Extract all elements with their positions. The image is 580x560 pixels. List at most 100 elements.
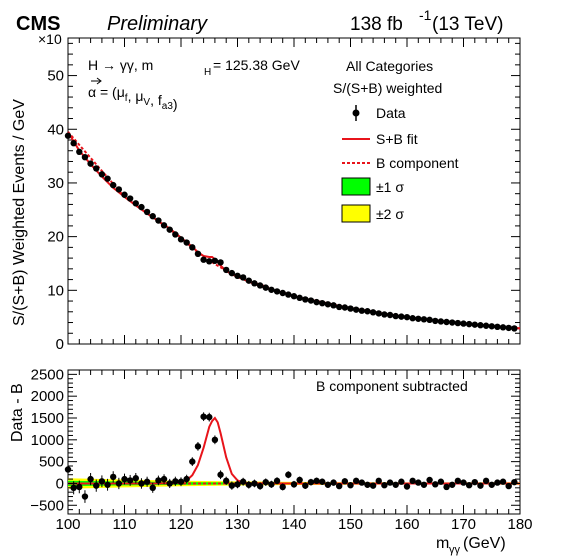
bottom-data-point <box>375 477 382 485</box>
bottom-data-point <box>415 479 422 486</box>
bottom-data-point <box>296 476 303 484</box>
top-y-tick-label: 10 <box>47 282 64 299</box>
bottom-data-point <box>223 477 230 485</box>
x-tick-label: 150 <box>338 516 363 533</box>
bottom-data-point <box>494 479 501 486</box>
top-data-point <box>81 153 89 161</box>
x-axis-label-sub: γγ <box>449 544 461 556</box>
bottom-x-ticks: 100 110 120 130 140 150 160 170 180 <box>55 370 533 533</box>
top-y-tick-label: 20 <box>47 229 64 246</box>
bottom-data-point <box>183 475 190 483</box>
bottom-data-point <box>290 481 298 488</box>
bottom-data-point <box>98 478 106 485</box>
bottom-data-point <box>268 481 275 488</box>
bottom-data-point <box>200 413 207 420</box>
top-plot-area <box>64 131 521 332</box>
top-data-point <box>511 325 518 332</box>
bottom-data-point <box>155 477 162 484</box>
top-data-point <box>409 315 416 322</box>
bottom-y-tick-label: 2000 <box>31 388 64 405</box>
bottom-data-point <box>364 481 371 488</box>
top-data-point <box>279 289 286 297</box>
parameters-text: α = (μf, μV, fa3) <box>88 84 178 112</box>
top-data-point <box>369 309 377 316</box>
top-y-axis-label: S/(S+B) Weighted Events / GeV <box>11 99 28 326</box>
top-data-point <box>138 203 145 211</box>
top-data-point <box>307 297 315 304</box>
top-data-point <box>104 175 111 182</box>
top-data-point <box>234 272 241 280</box>
status-label: Preliminary <box>107 13 208 35</box>
top-data-point <box>273 288 281 295</box>
bottom-data-point <box>369 482 377 489</box>
x-tick-label: 180 <box>507 516 532 533</box>
bottom-data-point <box>505 482 512 490</box>
top-data-point <box>93 165 100 172</box>
bottom-data-point <box>460 479 467 486</box>
top-data-point <box>330 302 337 309</box>
top-y-tick-label: 30 <box>47 175 64 192</box>
bottom-data-point <box>482 477 490 485</box>
top-data-point <box>110 181 117 189</box>
bottom-data-point <box>511 478 518 486</box>
bottom-data-point <box>488 481 495 488</box>
top-data-point <box>87 160 94 167</box>
top-data-point <box>200 256 207 263</box>
bottom-data-point <box>132 475 139 482</box>
legend-fit-label: S+B fit <box>376 131 418 147</box>
top-data-point <box>285 291 292 298</box>
top-data-point <box>460 320 467 327</box>
top-data-point <box>364 308 371 315</box>
top-data-point <box>465 320 473 328</box>
top-data-point <box>392 312 399 320</box>
top-data-point <box>166 226 173 233</box>
bottom-data-point <box>392 481 399 488</box>
bottom-data-point <box>324 481 332 488</box>
bottom-data-point <box>177 478 185 485</box>
legend: Data S+B fit B component ±1 σ ±2 σ <box>341 105 459 223</box>
legend-band1-label: ±1 σ <box>376 179 404 195</box>
top-data-point <box>98 171 106 178</box>
bottom-data-point <box>121 475 128 483</box>
bottom-data-point <box>64 466 72 473</box>
x-tick-label: 170 <box>451 516 476 533</box>
bottom-data-point <box>239 478 247 485</box>
bottom-y-tick-label: 500 <box>39 454 64 471</box>
bottom-data-point <box>149 484 156 492</box>
bottom-data-point <box>166 480 173 487</box>
top-data-point <box>239 274 247 281</box>
top-data-point <box>386 311 394 319</box>
bottom-data-point <box>160 475 168 483</box>
bottom-data-point <box>211 436 219 444</box>
top-y-tick-label: 0 <box>56 336 64 353</box>
process-subscript: H <box>204 67 211 78</box>
luminosity-label: 138 fb -1 (13 TeV) <box>350 7 503 35</box>
bottom-data-point <box>313 477 320 485</box>
top-data-point <box>268 286 275 293</box>
bottom-data-point <box>110 473 117 481</box>
top-data-point <box>319 300 326 307</box>
top-data-point <box>324 301 332 308</box>
bottom-data-point <box>319 478 326 485</box>
legend-data-label: Data <box>376 105 406 121</box>
bottom-y-ticks: −500 0 500 1000 1500 2000 2500 <box>30 366 520 514</box>
bottom-data-point <box>336 482 343 490</box>
top-data-point <box>471 321 478 328</box>
bottom-plot-area <box>64 412 520 503</box>
top-y-ticks: 0 10 20 30 40 50 <box>47 42 520 353</box>
bottom-data-point <box>194 443 202 450</box>
bottom-data-point <box>477 482 484 489</box>
top-data-point <box>415 315 422 322</box>
top-data-point <box>352 306 360 313</box>
top-data-point <box>420 316 428 323</box>
top-data-point <box>228 269 236 277</box>
x-axis-label: m γγ (GeV) <box>436 535 506 556</box>
top-data-point <box>262 284 269 291</box>
bottom-data-point <box>234 481 241 488</box>
bottom-data-point <box>432 481 439 488</box>
top-data-point <box>172 231 179 238</box>
energy-label: (13 TeV) <box>432 14 503 35</box>
top-data-point <box>432 317 439 325</box>
top-data-point <box>302 296 309 303</box>
